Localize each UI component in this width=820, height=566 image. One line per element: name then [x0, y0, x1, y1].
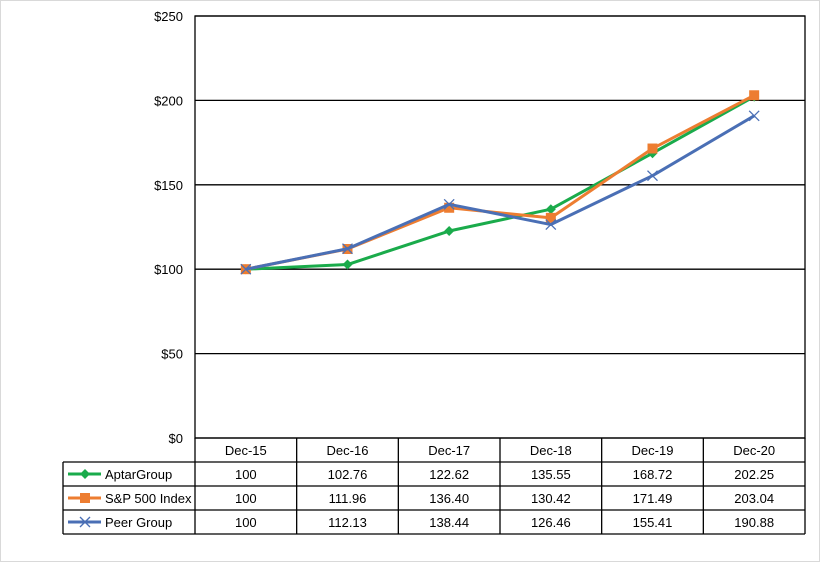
- data-label-peer-group: 126.46: [531, 515, 571, 530]
- data-label-peer-group: 190.88: [734, 515, 774, 530]
- x-tick-label: Dec-15: [225, 443, 267, 458]
- plot-area-border: [194, 15, 806, 439]
- data-label-aptargroup: 102.76: [328, 467, 368, 482]
- data-point-s-p-500-index: [647, 143, 658, 154]
- gridlines: [194, 15, 806, 439]
- legend-label-aptargroup: AptarGroup: [105, 467, 172, 482]
- x-tick-label: Dec-19: [632, 443, 674, 458]
- legend-key-marker-peer-group: [79, 516, 91, 528]
- data-point-peer-group: [545, 219, 557, 230]
- x-tick-label: Dec-16: [327, 443, 369, 458]
- data-label-aptargroup: 122.62: [429, 467, 469, 482]
- data-point-s-p-500-index: [749, 90, 760, 101]
- legend-label-peer-group: Peer Group: [105, 515, 172, 530]
- data-label-peer-group: 112.13: [328, 515, 367, 530]
- x-tick-label: Dec-17: [428, 443, 470, 458]
- data-label-peer-group: 155.41: [633, 515, 673, 530]
- series-line-s-p-500-index: [245, 93, 755, 271]
- data-point-peer-group: [647, 170, 658, 182]
- data-label-aptargroup: 202.25: [734, 467, 774, 482]
- y-tick-label: $200: [154, 93, 183, 108]
- data-label-peer-group: 138.44: [429, 515, 469, 530]
- data-table: Dec-15 Dec-16 Dec-17 Dec-18 Dec-19 Dec-20 Apta…: [62, 437, 806, 535]
- x-tick-label: Dec-18: [530, 443, 572, 458]
- legend-key-marker-s-p-500-index: [80, 493, 90, 503]
- y-tick-label: $250: [154, 9, 183, 24]
- data-point-aptargroup: [342, 259, 353, 270]
- y-tick-label: $50: [161, 347, 183, 362]
- data-point-aptargroup: [545, 204, 556, 215]
- data-point-aptargroup: [444, 226, 455, 237]
- series-lines: [240, 90, 760, 275]
- series-line-aptargroup: [245, 95, 755, 271]
- y-tick-label: $0: [169, 431, 183, 446]
- data-point-s-p-500-index: [545, 212, 556, 223]
- legend-label-s-p-500-index: S&P 500 Index: [105, 491, 192, 506]
- data-label-s-p-500-index: 100: [235, 491, 257, 506]
- legend-key-marker-aptargroup: [80, 469, 90, 479]
- data-label-peer-group: 100: [235, 515, 257, 530]
- y-axis-ticks: $0 $50 $100 $150 $200 $250: [154, 9, 183, 446]
- y-tick-label: $100: [154, 262, 183, 277]
- data-point-peer-group: [240, 263, 252, 275]
- data-label-s-p-500-index: 111.96: [329, 491, 367, 506]
- data-point-peer-group: [748, 110, 760, 122]
- data-label-aptargroup: 168.72: [633, 467, 673, 482]
- series-line-peer-group: [245, 114, 755, 271]
- data-point-peer-group: [443, 198, 455, 210]
- data-label-aptargroup: 135.55: [531, 467, 571, 482]
- data-label-aptargroup: 100: [235, 467, 257, 482]
- data-label-s-p-500-index: 203.04: [734, 491, 774, 506]
- x-tick-label: Dec-20: [733, 443, 775, 458]
- data-point-peer-group: [342, 243, 353, 255]
- data-label-s-p-500-index: 136.40: [429, 491, 469, 506]
- data-label-s-p-500-index: 171.49: [633, 491, 673, 506]
- y-tick-label: $150: [154, 178, 183, 193]
- data-point-s-p-500-index: [444, 202, 455, 213]
- data-label-s-p-500-index: 130.42: [531, 491, 571, 506]
